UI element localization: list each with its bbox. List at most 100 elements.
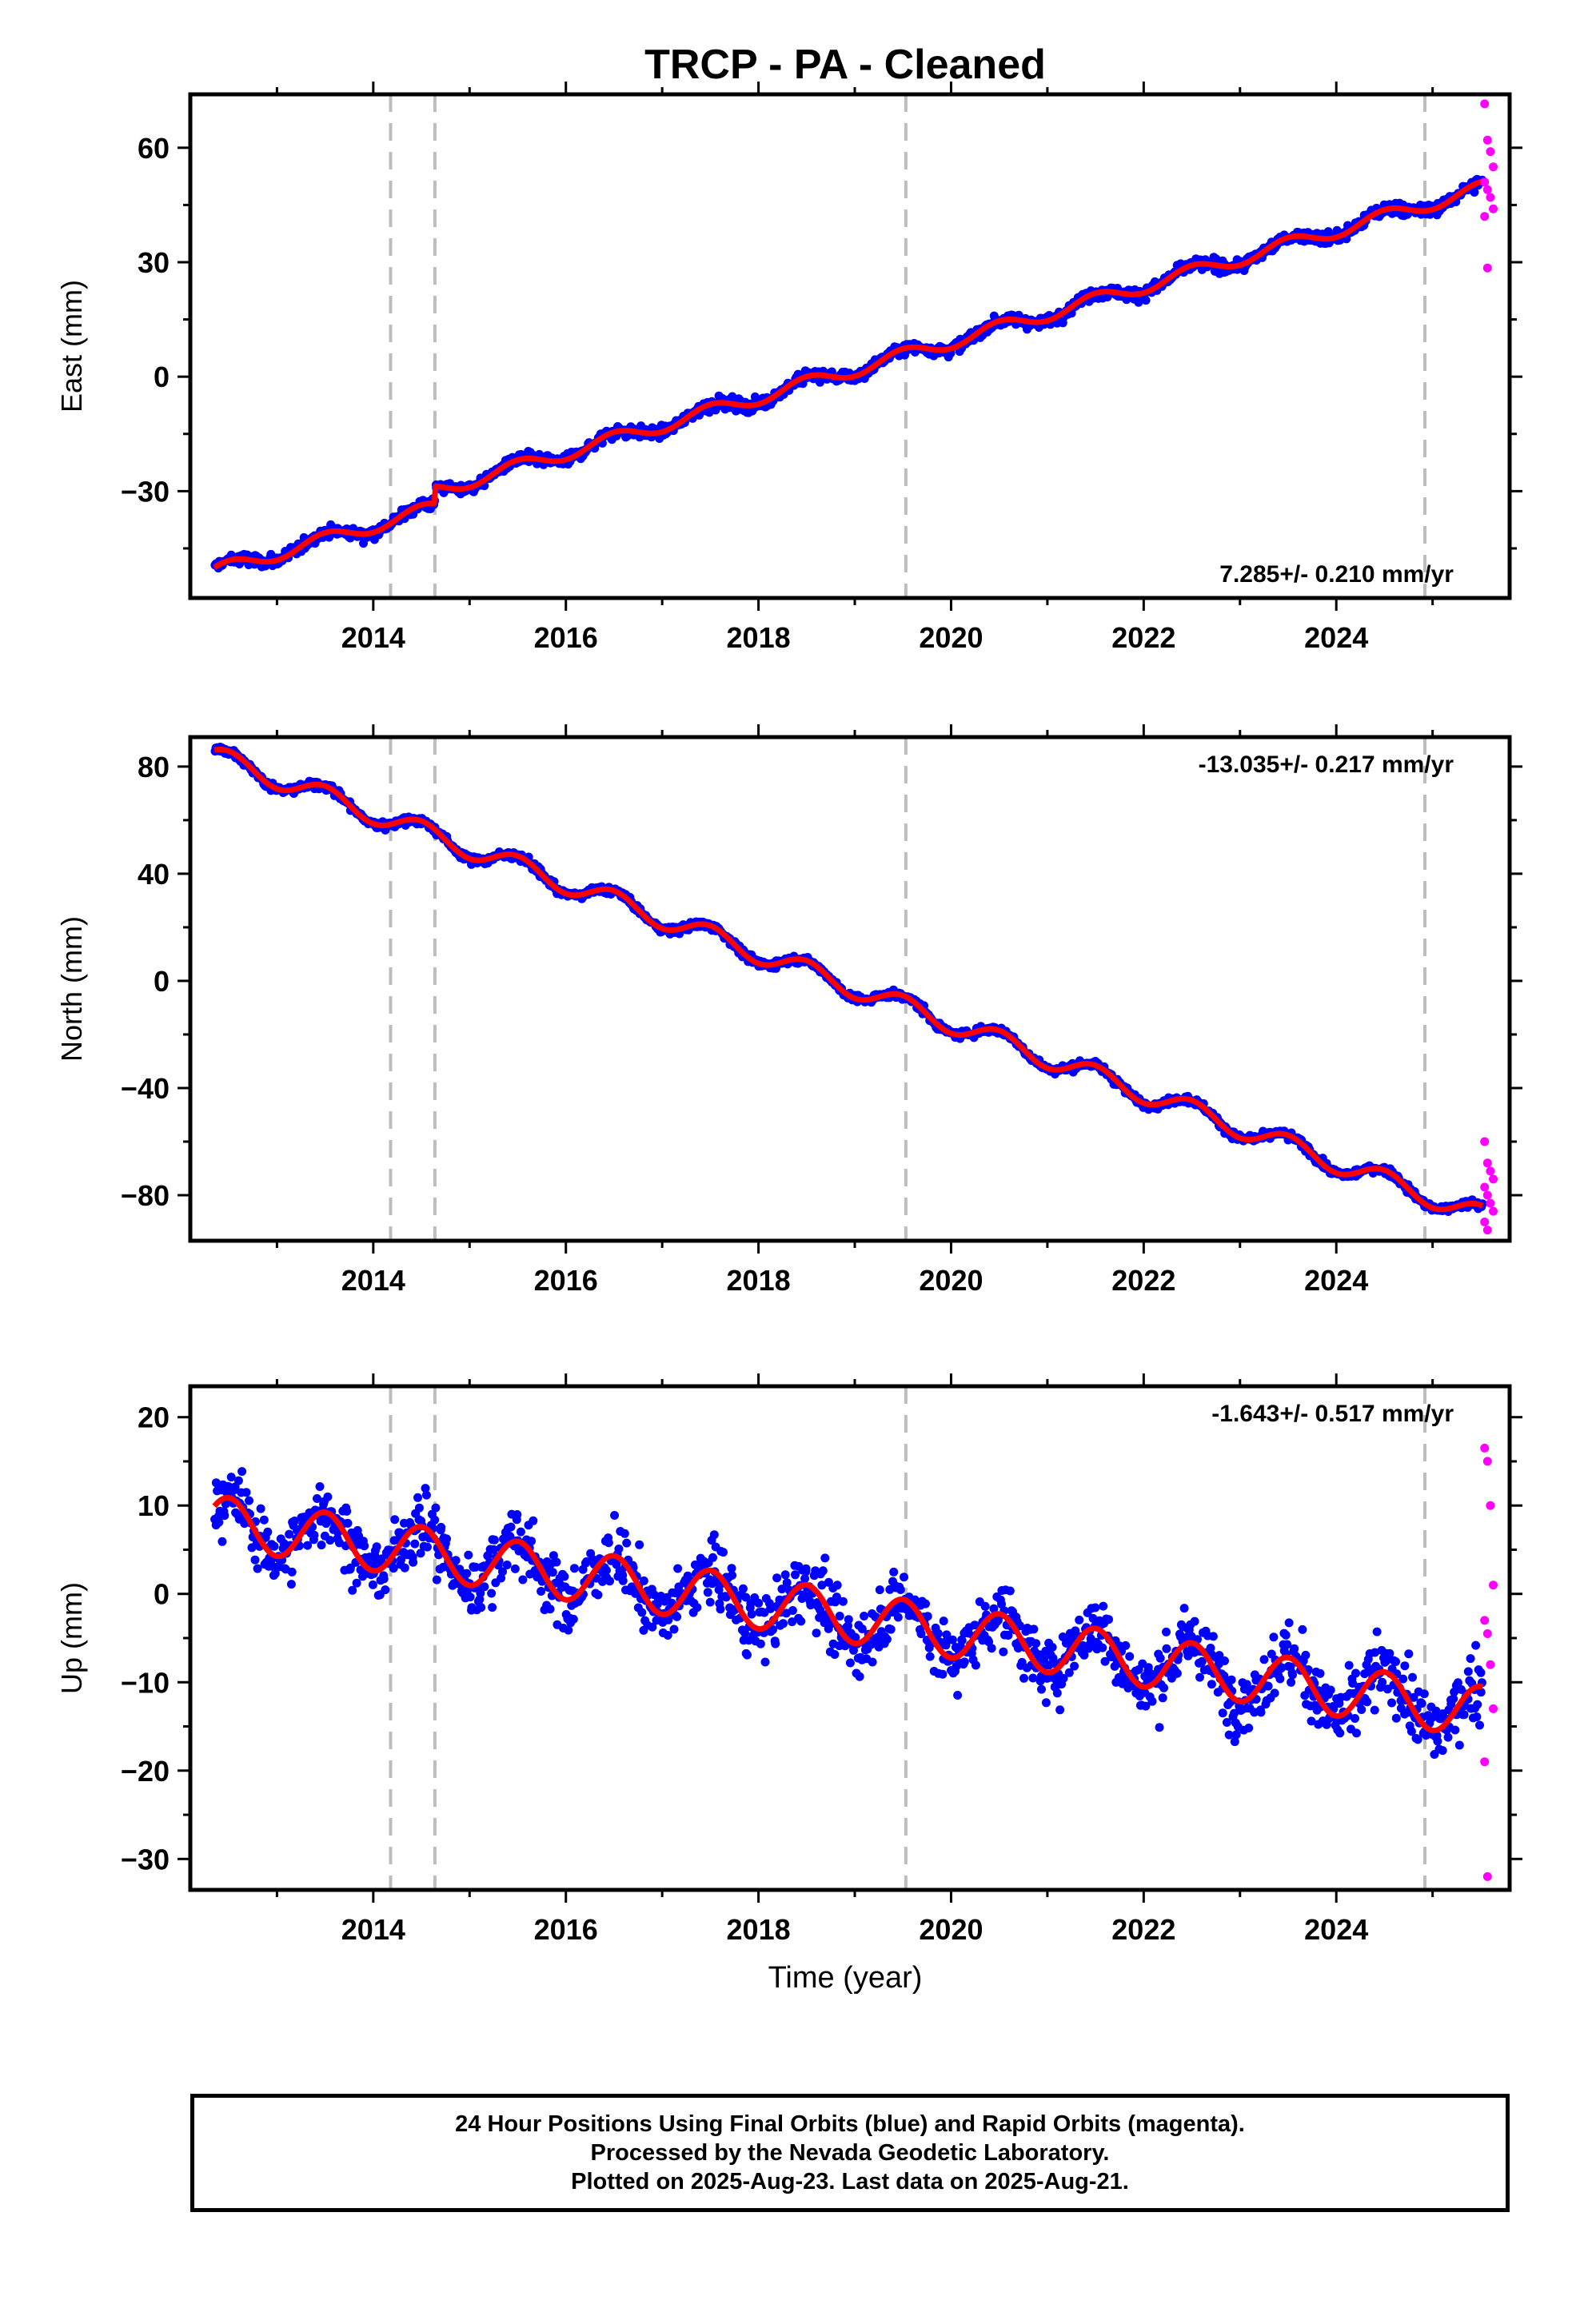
final-orbit-point: [1055, 1705, 1065, 1715]
final-orbit-point: [462, 1569, 472, 1578]
final-orbit-point: [1190, 1616, 1199, 1626]
final-orbit-point: [1207, 1680, 1216, 1689]
rapid-orbit-point: [1480, 1443, 1490, 1453]
final-orbit-point: [421, 1490, 431, 1500]
footer-line-1: 24 Hour Positions Using Final Orbits (bl…: [455, 2111, 1245, 2137]
final-orbit-point: [303, 1541, 313, 1550]
final-orbit-point: [855, 1672, 864, 1681]
final-orbit-point: [818, 1566, 828, 1576]
plot-area: [210, 1386, 1498, 1890]
final-orbit-point: [317, 1541, 326, 1550]
x-tick-label: 2024: [1304, 621, 1368, 654]
final-orbit-point: [1371, 1648, 1379, 1657]
final-orbit-point: [772, 1573, 782, 1583]
final-orbit-point: [432, 1575, 441, 1585]
final-orbit-point: [896, 1585, 905, 1594]
x-axis-label: Time (year): [768, 1961, 923, 1995]
final-orbit-point: [1284, 1618, 1294, 1628]
final-orbit-point: [663, 1631, 672, 1640]
final-orbit-point: [1476, 1688, 1486, 1697]
final-orbit-point: [464, 1550, 473, 1560]
rapid-orbit-point: [1489, 162, 1498, 172]
final-orbit-point: [672, 1612, 682, 1621]
final-orbit-point: [875, 1585, 884, 1595]
final-orbit-point: [938, 1669, 948, 1679]
final-orbit-point: [1091, 1603, 1100, 1612]
final-orbit-point: [413, 1493, 422, 1502]
rapid-orbit-point: [1480, 99, 1490, 109]
final-orbit-point: [480, 1582, 489, 1592]
final-orbit-point: [1064, 1668, 1074, 1677]
footer-line-3: Plotted on 2025-Aug-23. Last data on 202…: [571, 2169, 1129, 2194]
final-orbit-point: [309, 1530, 319, 1540]
final-orbit-point: [256, 1504, 265, 1513]
final-orbit-point: [727, 1564, 736, 1573]
final-orbit-point: [513, 1510, 522, 1519]
figure-title: TRCP - PA - Cleaned: [644, 42, 1046, 88]
final-orbit-point: [1301, 1650, 1311, 1660]
model-fit-line: [213, 747, 1484, 1213]
final-orbit-point: [939, 1616, 948, 1626]
rapid-orbit-point: [1489, 1581, 1498, 1590]
velocity-annotation: 7.285+/- 0.210 mm/yr: [1219, 561, 1454, 588]
final-orbit-point: [782, 1578, 792, 1588]
final-orbit-point: [1385, 1648, 1394, 1658]
final-orbit-point: [1071, 1626, 1080, 1636]
final-orbit-point: [618, 1576, 628, 1585]
final-orbit-point: [1449, 1694, 1458, 1704]
final-orbit-point: [250, 1555, 260, 1565]
final-orbit-point: [323, 1492, 333, 1501]
final-orbit-point: [389, 1564, 398, 1573]
final-orbit-point: [1070, 1661, 1079, 1671]
final-orbit-point: [506, 1522, 516, 1532]
final-orbit-point: [451, 1556, 461, 1565]
velocity-annotation: -13.035+/- 0.217 mm/yr: [1199, 751, 1454, 778]
final-orbit-point: [970, 1620, 980, 1630]
y-tick-label: 0: [154, 361, 170, 393]
final-orbit-point: [220, 1511, 229, 1521]
final-orbit-point: [1378, 1677, 1387, 1687]
final-orbit-point: [953, 1691, 963, 1700]
x-tick-label: 2016: [534, 1913, 598, 1946]
final-orbit-point: [477, 1603, 486, 1612]
final-orbit-point: [788, 1606, 797, 1615]
final-orbit-point: [233, 1476, 243, 1485]
final-orbit-point: [948, 1635, 957, 1644]
x-tick-label: 2016: [534, 1264, 598, 1297]
panel-north: 2014 2016 2018 2020 2022 2024 −80 −40 0 40 80 North…: [55, 724, 1522, 1297]
final-orbit-point: [771, 1639, 780, 1648]
y-tick-label: 30: [138, 246, 170, 279]
final-orbit-point: [1453, 1678, 1462, 1688]
final-orbit-point: [1159, 1683, 1168, 1692]
final-orbit-point: [1049, 1659, 1059, 1668]
final-orbit-point: [1454, 1740, 1464, 1750]
y-tick-label: 40: [138, 858, 170, 891]
final-orbit-point: [832, 1581, 842, 1590]
final-orbit-point: [1372, 1627, 1382, 1636]
y-tick-label: 0: [154, 1578, 170, 1611]
final-orbit-point: [1283, 1640, 1292, 1649]
final-orbit-point: [1075, 1615, 1084, 1624]
final-orbit-point: [1470, 188, 1479, 197]
final-orbit-point: [637, 1608, 647, 1617]
panel-east: 2014 2016 2018 2020 2022 2024 −30 0 30 60 East (mm…: [55, 82, 1522, 654]
final-orbit-point: [960, 1657, 969, 1667]
final-orbit-point: [372, 1542, 381, 1552]
final-orbit-point: [400, 1563, 409, 1573]
final-orbit-point: [832, 1593, 841, 1602]
final-orbit-point: [410, 1539, 420, 1549]
plot-area: [210, 737, 1498, 1241]
rapid-orbit-point: [1482, 1629, 1492, 1638]
rapid-orbit-point: [1480, 1182, 1490, 1192]
final-orbit-point: [635, 1540, 644, 1549]
final-orbit-point: [849, 1645, 858, 1655]
final-orbit-point: [801, 1564, 811, 1573]
final-orbit-point: [796, 1616, 806, 1626]
final-orbit-point: [214, 1517, 224, 1527]
final-orbit-point: [1307, 1716, 1316, 1726]
final-orbit-point: [1408, 1672, 1417, 1682]
final-orbit-point: [471, 1562, 481, 1572]
final-orbit-point: [348, 1585, 357, 1595]
final-orbit-point: [569, 1614, 578, 1624]
final-orbit-point: [622, 1538, 632, 1548]
